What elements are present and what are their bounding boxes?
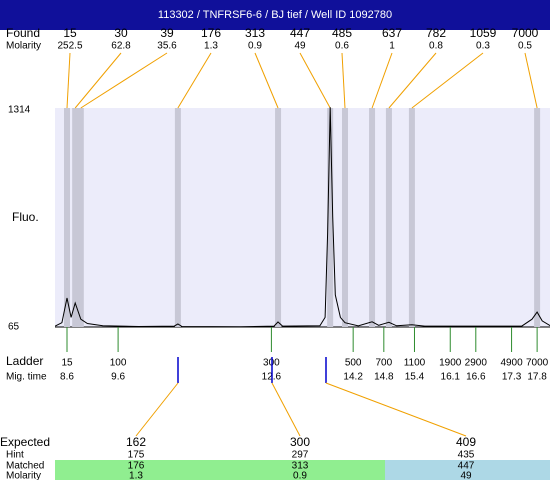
row-label: Expected (0, 435, 50, 449)
title: 113302 / TNFRSF6-6 / BJ tief / Well ID 1… (158, 9, 392, 21)
hint: 435 (458, 450, 475, 461)
y-axis-label: Fluo. (12, 210, 39, 224)
ladder-label: Ladder (6, 354, 43, 368)
title-bar (0, 0, 550, 30)
peak-band (77, 108, 84, 327)
y-tick-label: 1314 (8, 105, 31, 116)
found-molarity: 35.6 (157, 41, 177, 52)
unmatched-bg (385, 460, 550, 480)
found-size: 7000 (512, 26, 539, 40)
found-molarity: 252.5 (57, 41, 82, 52)
mig-time-label: Mig. time (6, 372, 47, 383)
connector (371, 52, 393, 109)
ladder-size: 4900 (500, 358, 523, 369)
matched-bg (55, 460, 385, 480)
ladder-mig-time: 17.8 (527, 372, 547, 383)
ladder-mig-time: 16.6 (466, 372, 486, 383)
found-label: Found (6, 26, 40, 40)
expected-size: 300 (290, 435, 310, 449)
peak-band (275, 108, 282, 327)
connector (325, 382, 467, 437)
ladder-size: 1900 (439, 358, 462, 369)
peak-band (64, 108, 70, 327)
peak-band (385, 108, 392, 327)
found-molarity: 49 (294, 41, 306, 52)
row-label: Molarity (6, 471, 41, 480)
y-tick-label: 65 (8, 322, 20, 333)
molarity: 0.9 (293, 471, 307, 480)
ladder-size: 1100 (404, 358, 426, 369)
peak-band (327, 108, 334, 327)
found-molarity: 62.8 (111, 41, 131, 52)
connector (341, 52, 346, 109)
found-size: 447 (290, 26, 310, 40)
ladder-mig-time: 17.3 (502, 372, 522, 383)
found-molarity: 1 (389, 41, 395, 52)
found-size: 15 (63, 26, 77, 40)
peak-band (72, 108, 79, 327)
plot-area (55, 108, 550, 327)
ladder-size: 2900 (465, 358, 488, 369)
peak-band (534, 108, 541, 327)
found-molarity: 1.3 (204, 41, 218, 52)
molarity: 49 (460, 471, 472, 480)
ladder-mig-time: 9.6 (111, 372, 125, 383)
connector (66, 52, 71, 109)
connector (299, 52, 331, 109)
connector (271, 382, 301, 437)
found-size: 637 (382, 26, 402, 40)
found-molarity: 0.9 (248, 41, 262, 52)
found-size: 176 (201, 26, 221, 40)
hint: 297 (292, 450, 309, 461)
hint: 175 (128, 450, 145, 461)
found-size: 782 (426, 26, 446, 40)
found-molarity: 0.8 (429, 41, 443, 52)
ladder-mig-time: 15.4 (405, 372, 425, 383)
ladder-size: 7000 (526, 358, 549, 369)
found-size: 39 (160, 26, 174, 40)
ladder-mig-time: 16.1 (441, 372, 461, 383)
ladder-size: 100 (110, 358, 127, 369)
ladder-size: 500 (345, 358, 362, 369)
matched: 447 (458, 461, 475, 472)
ladder-mig-time: 14.8 (374, 372, 394, 383)
peak-band (408, 108, 415, 327)
matched: 176 (128, 461, 145, 472)
connector (524, 52, 538, 109)
peak-band (341, 108, 348, 327)
found-molarity: 0.6 (335, 41, 349, 52)
found-size: 485 (332, 26, 352, 40)
row-label: Hint (6, 450, 24, 461)
connector (411, 52, 484, 109)
peak-band (369, 108, 376, 327)
ladder-mig-time: 8.6 (60, 372, 74, 383)
trace (54, 107, 550, 328)
peak-band (174, 108, 181, 327)
found-molarity: 0.5 (518, 41, 532, 52)
found-size: 1059 (470, 26, 497, 40)
found-molarity: 0.3 (476, 41, 490, 52)
matched: 313 (292, 461, 309, 472)
connector (388, 52, 437, 109)
connector (254, 52, 279, 109)
molarity-label: Molarity (6, 41, 41, 52)
molarity: 1.3 (129, 471, 143, 480)
ladder-mig-time: 14.2 (343, 372, 363, 383)
connector (80, 52, 168, 109)
connector (177, 52, 212, 109)
expected-size: 409 (456, 435, 476, 449)
expected-size: 162 (126, 435, 146, 449)
ladder-size: 15 (61, 358, 73, 369)
found-size: 313 (245, 26, 265, 40)
connector (135, 382, 179, 437)
connector (74, 52, 122, 109)
ladder-size: 700 (375, 358, 392, 369)
found-size: 30 (114, 26, 128, 40)
row-label: Matched (6, 461, 44, 472)
